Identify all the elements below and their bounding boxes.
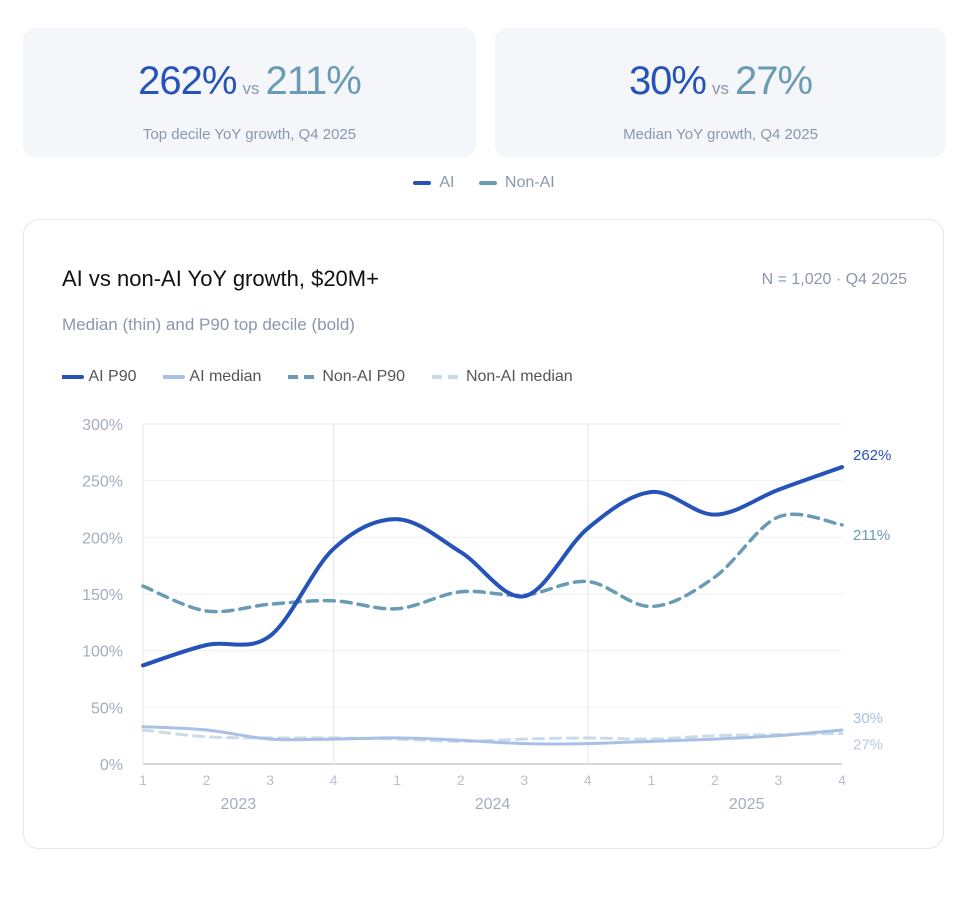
legend-ai: AI: [413, 174, 454, 191]
series-line-ai-median: [141, 725, 844, 746]
kpi-median: 30% vs 27% Median YoY growth, Q4 2025: [495, 28, 946, 157]
chart-meta: N = 1,020 · Q4 2025: [761, 271, 907, 288]
legend-ai-p90: AI P90: [62, 368, 136, 386]
year-label: 2023: [221, 796, 257, 813]
y-tick-label: 200%: [82, 530, 123, 547]
legend-label: Non-AI P90: [322, 368, 406, 385]
legend-swatch: [62, 375, 84, 379]
legend-swatch: [478, 180, 497, 185]
kpi-top-decile: 262% vs 211% Top decile YoY growth, Q4 202…: [23, 28, 476, 157]
chart-card: AI vs non-AI YoY growth, $20M+ N = 1,020…: [23, 219, 944, 849]
y-tick-label: 250%: [82, 474, 123, 491]
chart-subtitle: Median (thin) and P90 top decile (bold): [62, 315, 355, 334]
x-tick-label: 2: [203, 772, 211, 788]
end-label: 30%: [853, 710, 883, 727]
legend-swatch: [162, 375, 185, 379]
x-tick-label: 3: [775, 772, 783, 788]
legend-non-ai-median: Non-AI median: [431, 368, 573, 386]
chart-legend: AI P90 AI median Non-AI P90 Non-AI media…: [62, 367, 595, 386]
chart-title: AI vs non-AI YoY growth, $20M+: [62, 266, 379, 291]
x-tick-label: 2: [457, 772, 465, 788]
x-tick-label: 3: [266, 772, 274, 788]
legend-ai-median: AI median: [162, 368, 262, 386]
x-tick-label: 1: [139, 772, 147, 788]
legend-swatch: [287, 375, 318, 379]
y-tick-label: 0%: [100, 757, 123, 774]
year-label: 2024: [475, 796, 511, 813]
kpi-label: Median YoY growth, Q4 2025: [623, 126, 818, 143]
kpi-non-ai-value: 211%: [265, 59, 361, 103]
kpi-non-ai-value: 27%: [735, 59, 813, 103]
end-label: 211%: [853, 527, 890, 544]
legend-label: Non-AI: [504, 174, 555, 191]
x-tick-label: 1: [393, 772, 401, 788]
top-legend: AI Non-AI: [0, 174, 968, 192]
legend-swatch: [413, 180, 432, 185]
kpi-vs: vs: [712, 79, 729, 98]
y-tick-label: 300%: [82, 417, 123, 434]
x-tick-label: 3: [520, 772, 528, 788]
x-tick-label: 4: [838, 772, 846, 788]
legend-non-ai-p90: Non-AI P90: [287, 368, 406, 386]
x-tick-label: 2: [711, 772, 719, 788]
kpi-ai-value: 30%: [628, 59, 707, 103]
x-tick-label: 4: [330, 772, 338, 788]
series-line-ai-p90: [141, 465, 844, 668]
kpi-ai-value: 262%: [138, 59, 237, 103]
x-tick-label: 1: [647, 772, 655, 788]
y-tick-label: 150%: [82, 587, 123, 604]
year-label: 2025: [729, 796, 765, 813]
legend-label: AI P90: [88, 368, 137, 385]
series-line-non-ai-p90: [141, 512, 844, 614]
legend-label: Non-AI median: [465, 368, 573, 385]
y-tick-label: 100%: [82, 644, 123, 661]
end-label: 27%: [853, 736, 883, 753]
legend-swatch: [431, 375, 462, 379]
kpi-label: Top decile YoY growth, Q4 2025: [142, 126, 357, 143]
end-label: 262%: [853, 447, 891, 464]
legend-non-ai: Non-AI: [478, 174, 555, 191]
kpi-vs: vs: [242, 79, 260, 98]
y-tick-label: 50%: [91, 700, 123, 717]
x-tick-label: 4: [584, 772, 592, 788]
legend-label: AI median: [189, 368, 262, 385]
legend-label: AI: [439, 174, 455, 191]
